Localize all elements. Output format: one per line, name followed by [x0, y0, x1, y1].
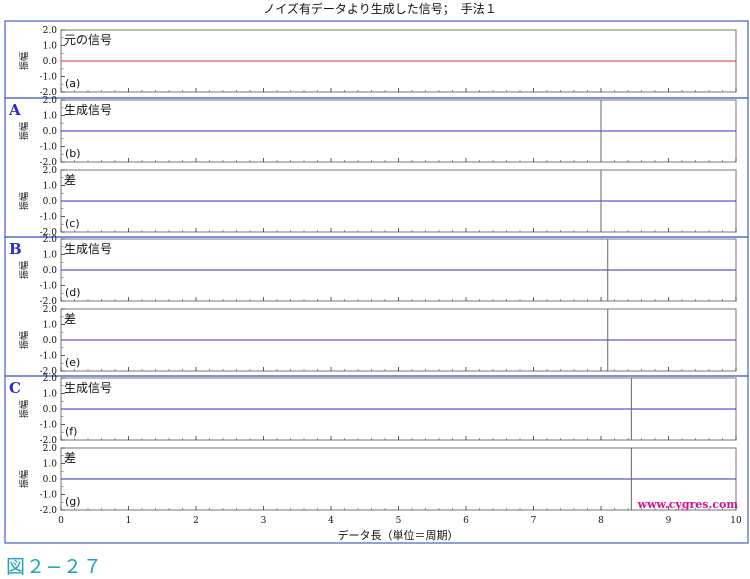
- main-title: ノイズ有データより生成した信号； 手法１: [263, 1, 496, 16]
- y-tick-label: -1.0: [40, 352, 58, 362]
- x-tick-label: 8: [598, 516, 604, 526]
- y-tick-label: -1.0: [40, 213, 58, 223]
- y-tick-label: 1.0: [43, 182, 58, 192]
- panel-tag-g: (g): [65, 495, 81, 508]
- panel-title-f: 生成信号: [64, 381, 112, 395]
- panel-d: 2.0 1.0 0.0 -1.0 -2.0 振幅 生成信号 (d): [18, 235, 737, 307]
- panel-title-c: 差: [64, 173, 76, 187]
- group-label-a: A: [8, 101, 21, 119]
- panel-tag-c: (c): [65, 217, 80, 230]
- x-tick-label: 10: [730, 516, 742, 526]
- y-tick-label: -2.0: [40, 506, 58, 516]
- x-tick-label: 5: [396, 516, 402, 526]
- panel-f: 2.0 1.0 0.0 -1.0 -2.0 振幅 生成信号 (f): [18, 374, 737, 446]
- y-axis-label: 振幅: [18, 470, 30, 488]
- y-tick-label: 1.0: [43, 42, 58, 52]
- y-tick-label: -1.0: [40, 421, 58, 431]
- panel-g: 2.0 1.0 0.0 -1.0 -2.0 振幅 差 (g): [18, 444, 737, 516]
- figure-caption: 図２−２７: [6, 556, 103, 578]
- watermark: www.cygres.com: [637, 498, 739, 511]
- y-tick-label: 0.0: [43, 475, 58, 485]
- y-tick-label: -2.0: [40, 158, 58, 168]
- y-tick-label: 1.0: [43, 112, 58, 122]
- x-tick-label: 2: [193, 516, 199, 526]
- x-axis-label: データ長（単位＝周期）: [338, 528, 459, 542]
- y-tick-label: 0.0: [43, 405, 58, 415]
- x-tick-label: 3: [261, 516, 267, 526]
- panel-title-g: 差: [64, 451, 76, 465]
- y-tick-label: 2.0: [43, 374, 58, 384]
- y-axis-label: 振幅: [18, 400, 30, 418]
- y-tick-label: 0.0: [43, 266, 58, 276]
- y-tick-label: -2.0: [40, 367, 58, 377]
- x-tick-label: 0: [58, 516, 64, 526]
- y-tick-label: 2.0: [43, 235, 58, 245]
- y-tick-label: 0.0: [43, 57, 58, 67]
- group-label-b: B: [9, 240, 22, 258]
- panel-c: 2.0 1.0 0.0 -1.0 -2.0 振幅 差 (c): [18, 166, 737, 238]
- y-axis-label: 振幅: [18, 261, 30, 279]
- y-tick-label: 1.0: [43, 251, 58, 261]
- y-tick-label: 0.0: [43, 336, 58, 346]
- y-tick-label: -2.0: [40, 228, 58, 238]
- y-axis-label: 振幅: [18, 331, 30, 349]
- y-tick-label: -1.0: [40, 73, 58, 83]
- y-tick-label: 1.0: [43, 321, 58, 331]
- y-axis-label: 振幅: [18, 122, 30, 140]
- y-axis-label: 振幅: [18, 192, 30, 210]
- panel-e: 2.0 1.0 0.0 -1.0 -2.0 振幅 差 (e): [18, 305, 737, 377]
- panel-title-b: 生成信号: [64, 103, 112, 117]
- y-tick-label: 0.0: [43, 197, 58, 207]
- y-tick-label: -1.0: [40, 282, 58, 292]
- panel-tag-f: (f): [65, 425, 77, 438]
- panel-tag-a: (a): [65, 77, 80, 90]
- y-tick-label: -2.0: [40, 297, 58, 307]
- x-tick-label: 9: [666, 516, 672, 526]
- y-tick-label: 2.0: [43, 305, 58, 315]
- panel-tag-e: (e): [65, 356, 80, 369]
- panels: 2.0 1.0 0.0 -1.0 -2.0 振幅 元の信号 (a) 2.0 1.0 0.0 -1.0 -…: [18, 26, 742, 526]
- panel-tag-d: (d): [65, 286, 81, 299]
- group-label-c: C: [9, 379, 21, 397]
- panel-b: 2.0 1.0 0.0 -1.0 -2.0 振幅 生成信号 (b): [18, 96, 737, 168]
- y-tick-label: 2.0: [43, 444, 58, 454]
- frame-group-c: [4, 375, 749, 544]
- panel-title-d: 生成信号: [64, 242, 112, 256]
- x-tick-label: 4: [328, 516, 334, 526]
- y-tick-label: 2.0: [43, 166, 58, 176]
- y-tick-label: -1.0: [40, 143, 58, 153]
- y-tick-label: 2.0: [43, 26, 58, 36]
- x-tick-label: 1: [126, 516, 132, 526]
- y-axis-label: 振幅: [18, 52, 30, 70]
- y-tick-label: 2.0: [43, 96, 58, 106]
- y-tick-label: -2.0: [40, 88, 58, 98]
- panel-a: 2.0 1.0 0.0 -1.0 -2.0 振幅 元の信号 (a): [18, 26, 737, 98]
- x-tick-label: 7: [531, 516, 537, 526]
- y-tick-label: 1.0: [43, 460, 58, 470]
- panel-title-e: 差: [64, 312, 76, 326]
- y-tick-label: 0.0: [43, 127, 58, 137]
- x-tick-label: 6: [463, 516, 469, 526]
- y-tick-label: 1.0: [43, 390, 58, 400]
- panel-title-a: 元の信号: [64, 33, 112, 47]
- y-tick-label: -1.0: [40, 491, 58, 501]
- panel-tag-b: (b): [65, 147, 81, 160]
- y-tick-label: -2.0: [40, 436, 58, 446]
